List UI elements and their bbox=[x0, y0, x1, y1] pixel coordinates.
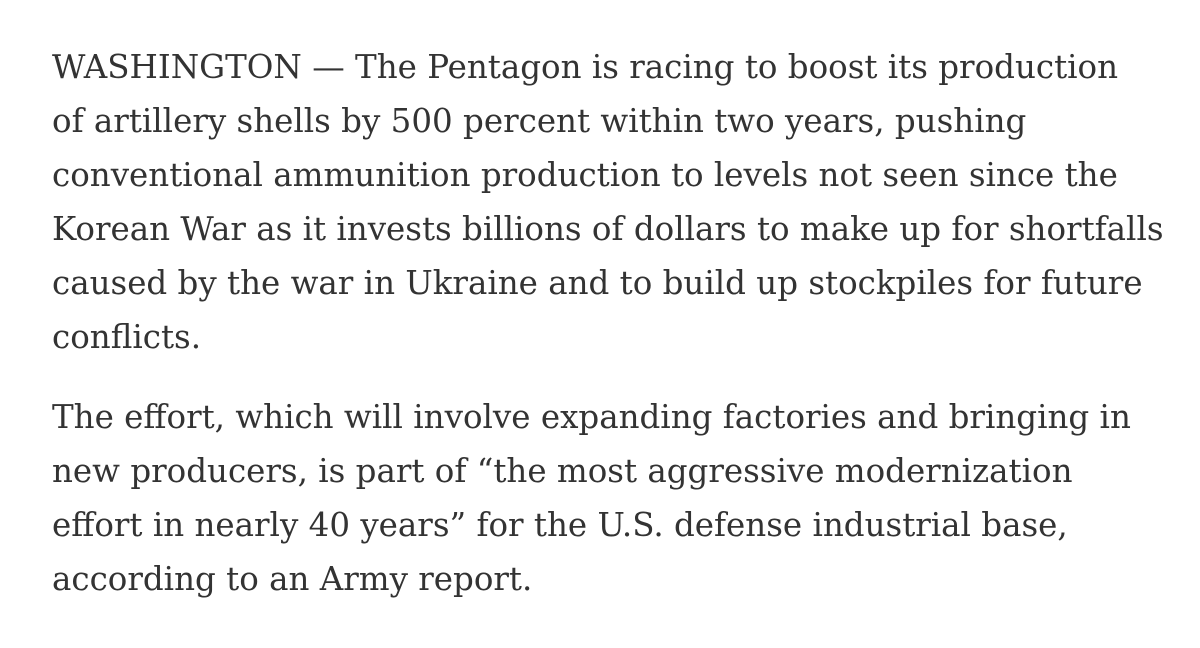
paragraph-1-line-6: conflicts. bbox=[52, 318, 202, 356]
paragraph-1-line-2: of artillery shells by 500 percent withi… bbox=[52, 102, 1027, 140]
paragraph-2-line-3: effort in nearly 40 years” for the U.S. … bbox=[52, 506, 1068, 544]
paragraph-1-line-5: caused by the war in Ukraine and to buil… bbox=[52, 264, 1143, 302]
article-paragraph-1: WASHINGTON — The Pentagon is racing to b… bbox=[52, 40, 1172, 364]
paragraph-1-line-4: Korean War as it invests billions of dol… bbox=[52, 210, 1164, 248]
paragraph-2-line-1: The effort, which will involve expanding… bbox=[52, 398, 1131, 436]
paragraph-1-line-3: conventional ammunition production to le… bbox=[52, 156, 1118, 194]
article-paragraph-2: The effort, which will involve expanding… bbox=[52, 390, 1172, 606]
paragraph-2-line-2: new producers, is part of “the most aggr… bbox=[52, 452, 1073, 490]
paragraph-1-line-1: WASHINGTON — The Pentagon is racing to b… bbox=[52, 48, 1119, 86]
paragraph-2-line-4: according to an Army report. bbox=[52, 560, 533, 598]
article-body: WASHINGTON — The Pentagon is racing to b… bbox=[52, 40, 1172, 606]
